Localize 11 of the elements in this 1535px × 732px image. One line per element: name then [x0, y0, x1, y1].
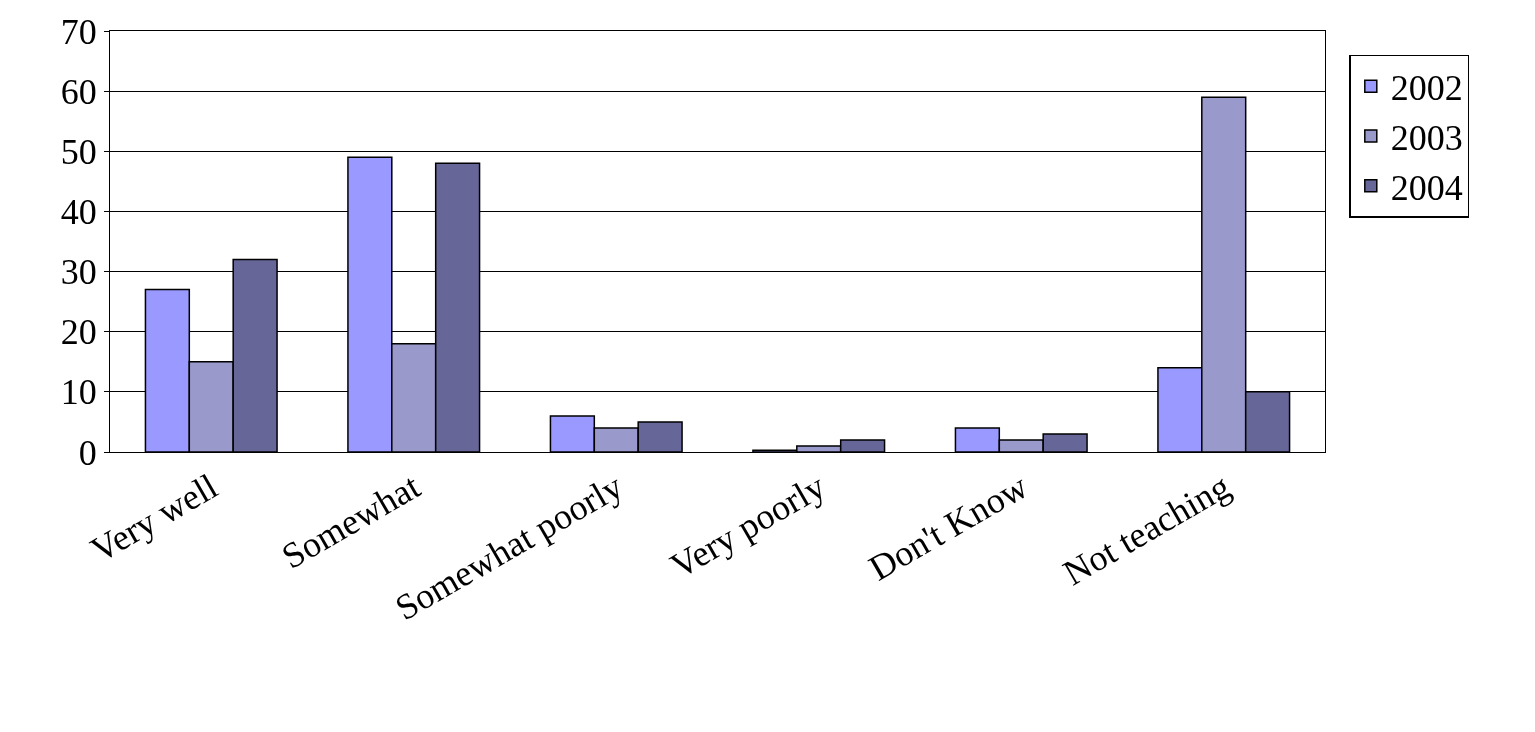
y-tick-label: 40	[60, 192, 97, 233]
y-tick-label: 10	[60, 372, 97, 413]
y-tick-label: 20	[60, 312, 97, 353]
y-tick-label: 50	[60, 131, 97, 172]
y-tick-label: 30	[60, 252, 97, 293]
y-tick-label: 70	[60, 11, 97, 52]
legend-label: 2004	[1390, 167, 1463, 208]
legend-label: 2002	[1390, 68, 1463, 109]
legend-label: 2003	[1390, 117, 1463, 158]
x-tick-label: Don't Know	[862, 466, 1035, 589]
y-tick-label: 60	[60, 71, 97, 112]
